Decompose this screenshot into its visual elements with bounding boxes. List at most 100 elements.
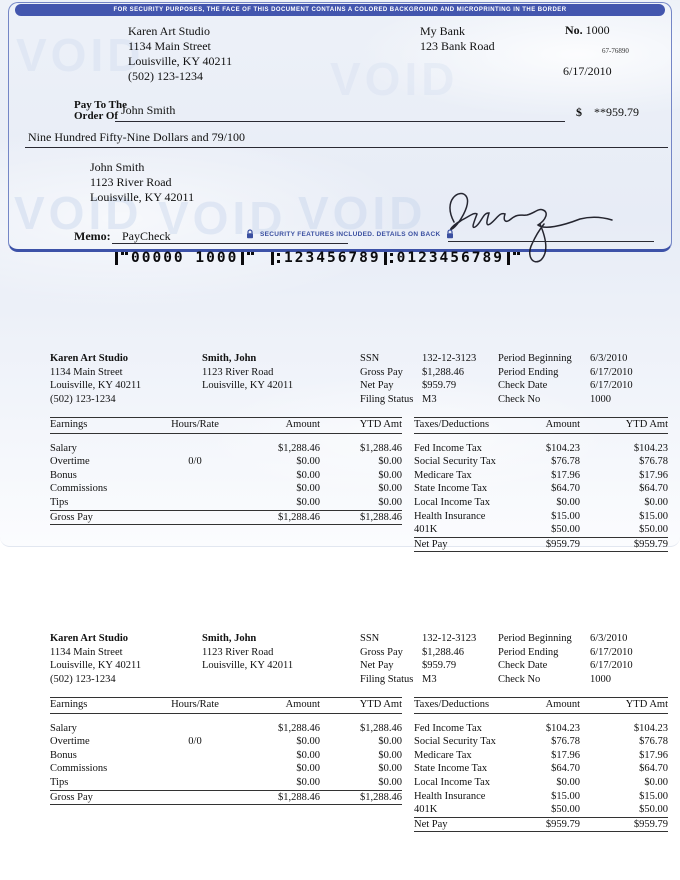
employer-address2: Louisville, KY 40211 [50,660,142,671]
earning-amount: $0.00 [296,763,320,775]
deduction-row: Health Insurance $15.00 $15.00 [414,510,668,524]
employee-block: Smith, John 1123 River Road Louisville, … [202,352,360,406]
info-value: 132-12-3123 [422,633,477,644]
column-header: Hours/Rate [171,419,219,430]
gross-pay-label: Gross Pay [50,791,93,803]
info-value: 132-12-3123 [422,353,477,364]
earnings-table: Earnings Hours/Rate Amount YTD Amt Salar… [50,697,402,832]
check-border [8,2,672,252]
employee-address1: 1123 River Road [202,646,274,658]
security-features-note: SECURITY FEATURES INCLUDED. DETAILS ON B… [246,229,454,239]
info-label: Period Ending [498,366,559,378]
micr-check-number: 00000 1000 [131,250,239,266]
info-label: SSN [360,633,380,644]
deduction-name: State Income Tax [414,483,488,495]
deduction-ytd: $17.96 [639,469,668,481]
void-watermark: VOID [158,192,287,244]
earning-hours [156,442,234,456]
earning-hours [156,722,234,736]
paystub-2: Karen Art Studio 1134 Main Street Louisv… [50,632,668,833]
gross-pay-row: Gross Pay $1,288.46 $1,288.46 [50,509,402,526]
earning-amount: $0.00 [296,469,320,481]
earning-ytd: $0.00 [378,736,402,748]
earning-name: Bonus [50,469,77,481]
check-number-value: 1000 [585,23,610,37]
earnings-table: Earnings Hours/Rate Amount YTD Amt Salar… [50,417,402,552]
deduction-row: State Income Tax $64.70 $64.70 [414,762,668,776]
deduction-amount: $104.23 [545,442,580,454]
info-value: $1,288.46 [422,366,464,378]
bank-fraction-number: 67-76890 [602,47,629,55]
employee-name: Smith, John [202,633,257,644]
earning-ytd: $0.00 [378,749,402,761]
earning-amount: $0.00 [296,749,320,761]
deduction-ytd: $50.00 [639,524,668,536]
earning-ytd: $0.00 [378,763,402,775]
company-name: Karen Art Studio [128,24,210,38]
column-header: YTD Amt [625,699,668,710]
paystub-1: Karen Art Studio 1134 Main Street Louisv… [50,352,668,553]
memo-underline [112,243,348,244]
earning-hours [156,749,234,763]
info-row: SSN 132-12-3123 Period Beginning 6/3/2010 [360,352,668,366]
info-row: Gross Pay $1,288.46 Period Ending 6/17/2010 [360,366,668,380]
net-pay-row: Net Pay $959.79 $959.79 [414,816,668,833]
employer-block: Karen Art Studio 1134 Main Street Louisv… [50,352,202,406]
info-label: Filing Status [360,673,414,685]
earning-amount: $0.00 [296,456,320,468]
deduction-ytd: $17.96 [639,749,668,761]
earning-ytd: $0.00 [378,483,402,495]
company-address1: 1134 Main Street [128,39,211,53]
micr-routing-number: 123456789 [284,250,381,266]
deduction-ytd: $76.78 [639,736,668,748]
net-pay-ytd: $959.79 [633,818,668,830]
deduction-name: Medicare Tax [414,469,472,481]
column-header: Earnings [50,699,88,710]
earnings-header-row: Earnings Hours/Rate Amount YTD Amt [50,417,402,434]
earnings-header-row: Earnings Hours/Rate Amount YTD Amt [50,697,402,714]
bank-block: My Bank 123 Bank Road [420,24,495,54]
column-header: Amount [285,419,320,430]
column-header: Taxes/Deductions [414,419,490,430]
deduction-name: Local Income Tax [414,496,491,508]
deduction-row: Fed Income Tax $104.23 $104.23 [414,442,668,456]
deduction-row: 401K $50.00 $50.00 [414,803,668,817]
check-number: No. 1000 [565,23,610,38]
net-pay-ytd: $959.79 [633,538,668,550]
deduction-ytd: $0.00 [644,496,668,508]
earning-hours: 0/0 [188,736,202,748]
column-header: Hours/Rate [171,699,219,710]
deductions-table: Taxes/Deductions Amount YTD Amt Fed Inco… [414,417,668,553]
amount-words: Nine Hundred Fifty-Nine Dollars and 79/1… [28,130,245,144]
payee-address-line1: 1123 River Road [90,175,172,189]
earning-ytd: $0.00 [378,496,402,508]
info-value: 6/17/2010 [590,646,633,658]
column-header: Amount [545,419,580,430]
void-watermark: VOID [16,29,145,81]
deduction-ytd: $104.23 [633,722,668,734]
earning-amount: $0.00 [296,736,320,748]
info-label: Filing Status [360,393,414,405]
deduction-ytd: $0.00 [644,776,668,788]
deduction-name: State Income Tax [414,763,488,775]
void-watermark: VOID [14,187,143,239]
earning-amount: $1,288.46 [278,442,320,454]
deduction-row: State Income Tax $64.70 $64.70 [414,482,668,496]
scanned-paper-background [0,0,680,547]
employer-name: Karen Art Studio [50,353,128,364]
earning-hours [156,776,234,790]
deduction-amount: $50.00 [551,804,580,816]
micr-onus-symbol [115,251,128,266]
info-label: Gross Pay [360,646,403,658]
pay-info-block: SSN 132-12-3123 Period Beginning 6/3/2010 G… [360,632,668,686]
deduction-name: Local Income Tax [414,776,491,788]
column-header: Earnings [50,419,88,430]
deduction-row: Social Security Tax $76.78 $76.78 [414,455,668,469]
deduction-name: Fed Income Tax [414,722,482,734]
info-row: Gross Pay $1,288.46 Period Ending 6/17/2010 [360,646,668,660]
earning-name: Overtime [50,456,90,468]
earning-name: Commissions [50,483,108,495]
info-label: Period Beginning [498,353,572,364]
deductions-header-row: Taxes/Deductions Amount YTD Amt [414,417,668,434]
